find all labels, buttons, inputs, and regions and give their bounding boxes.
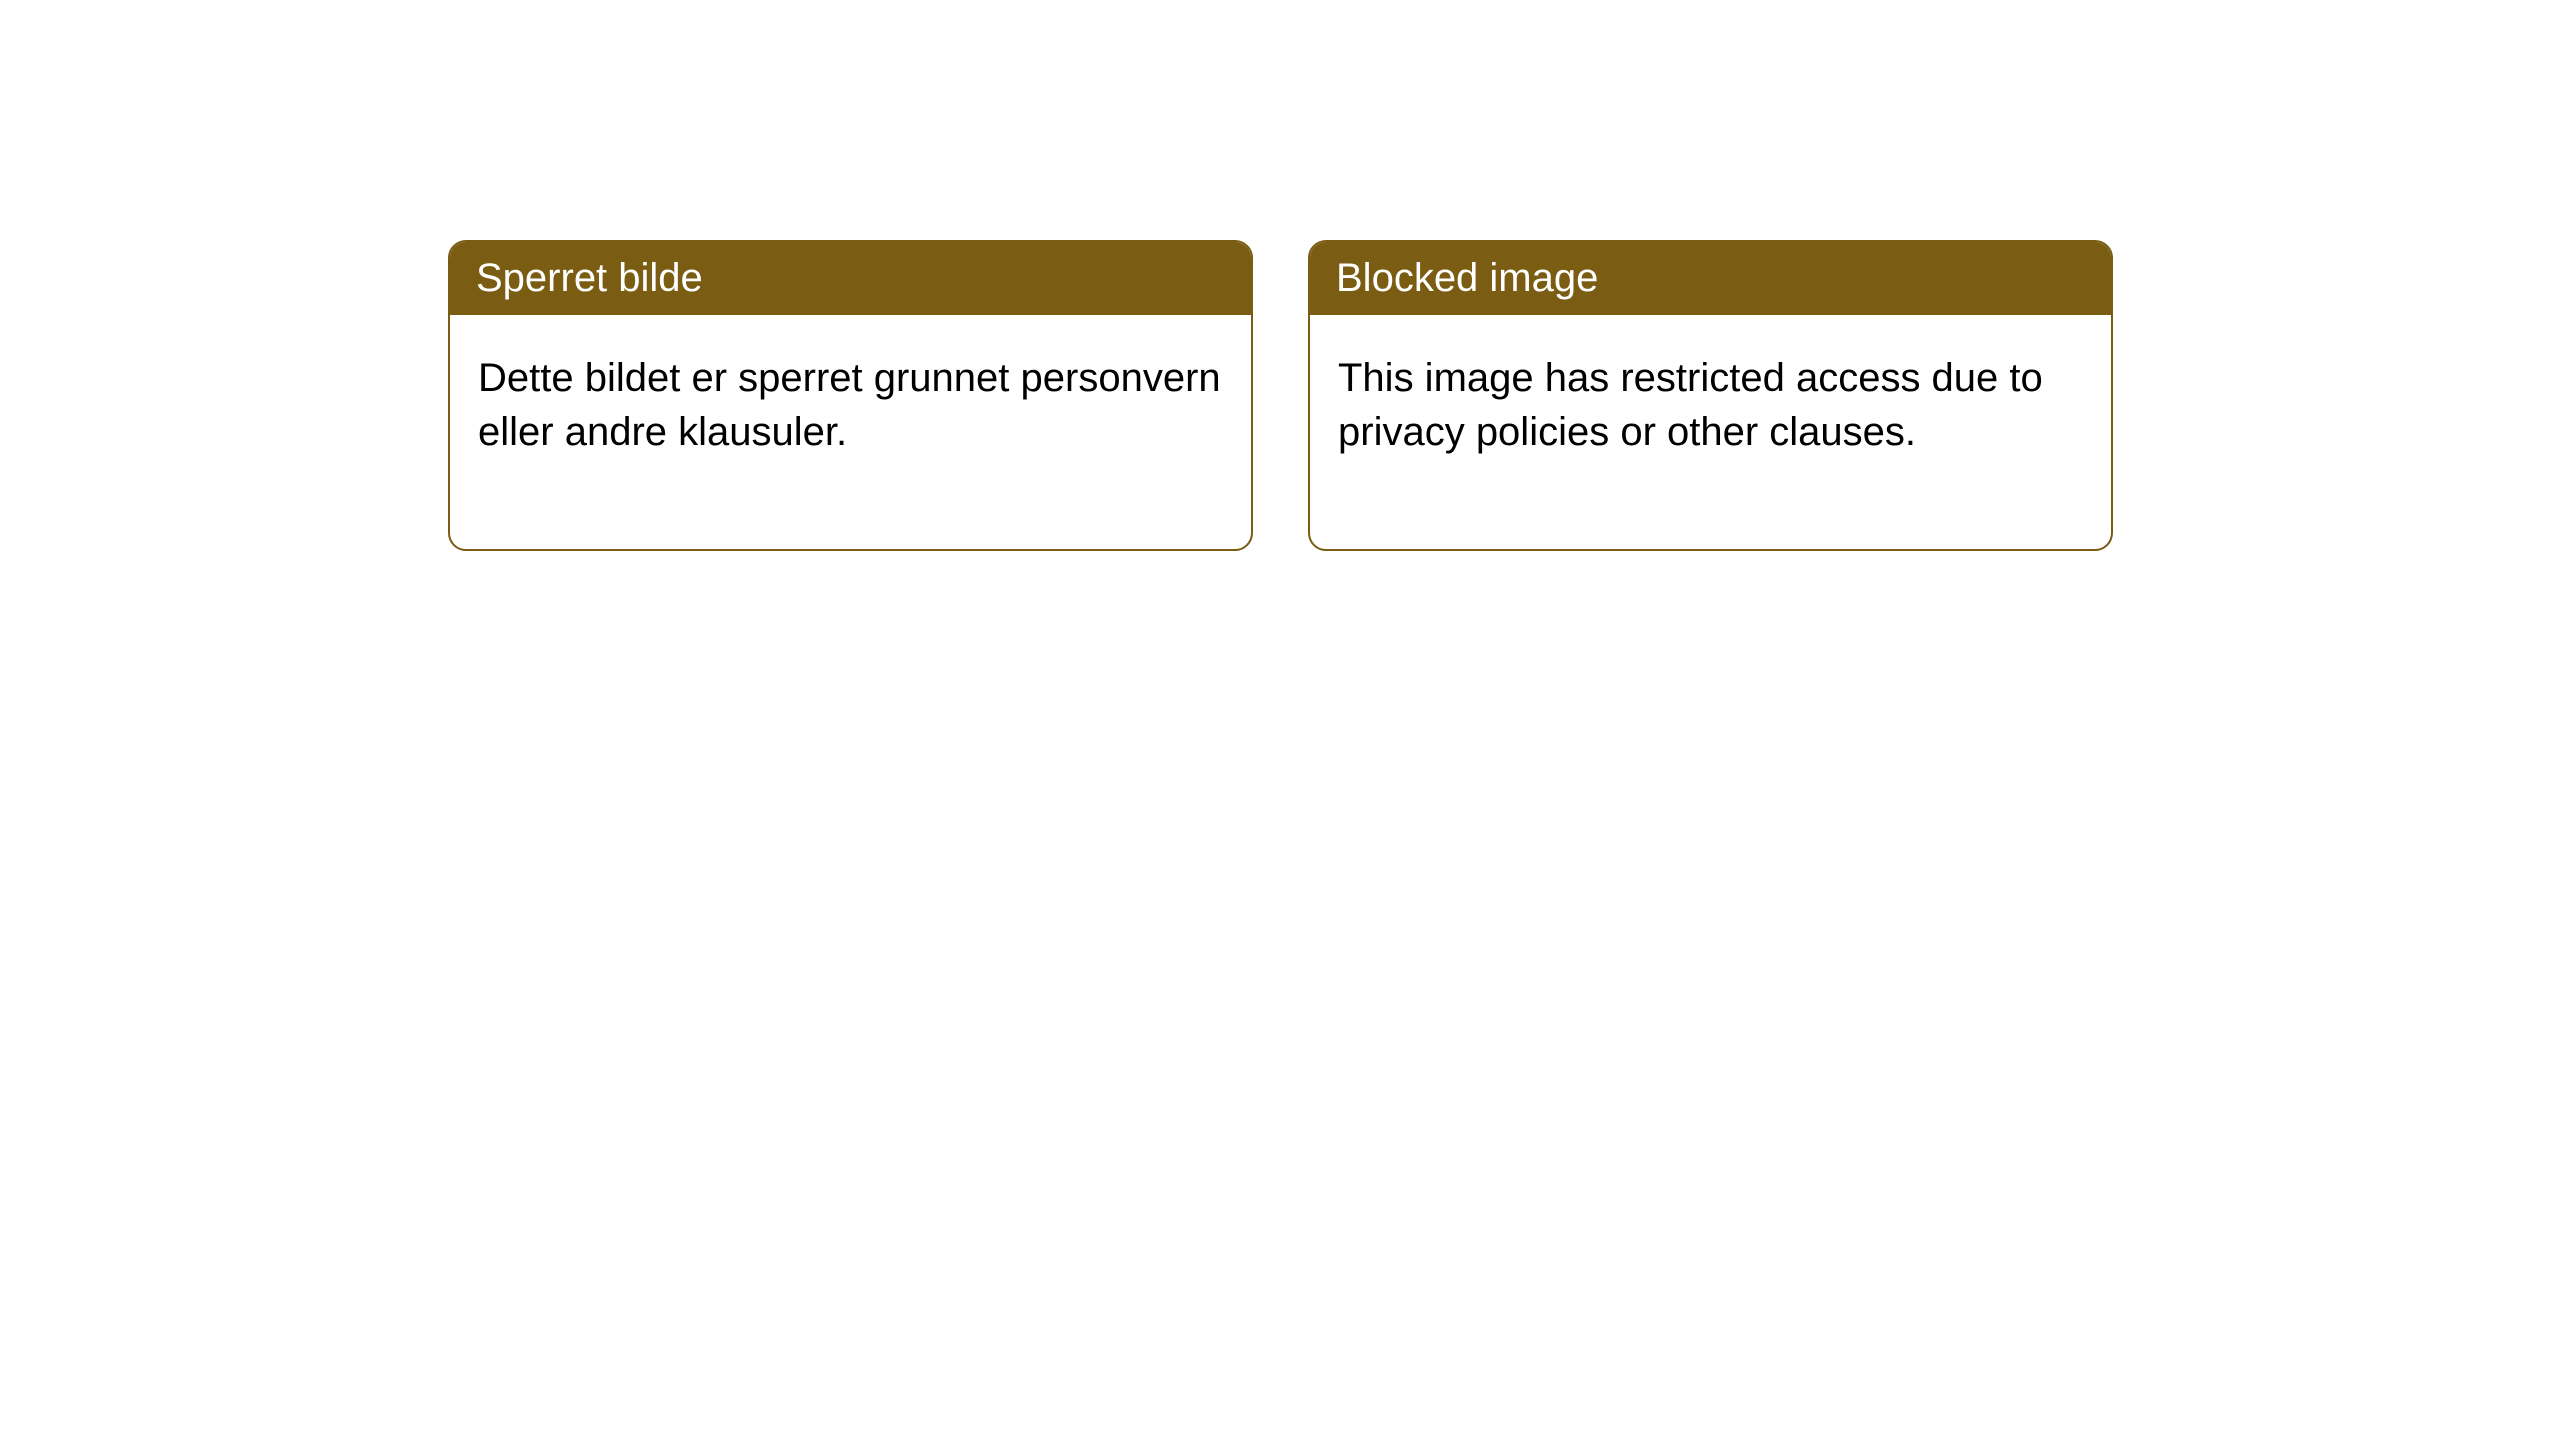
notice-card-no: Sperret bilde Dette bildet er sperret gr… xyxy=(448,240,1253,551)
notice-body: This image has restricted access due to … xyxy=(1310,315,2111,549)
notice-title: Sperret bilde xyxy=(476,256,703,300)
notice-body-text: Dette bildet er sperret grunnet personve… xyxy=(478,356,1221,454)
notice-card-en: Blocked image This image has restricted … xyxy=(1308,240,2113,551)
notice-title: Blocked image xyxy=(1336,256,1598,300)
notice-body: Dette bildet er sperret grunnet personve… xyxy=(450,315,1251,549)
notice-body-text: This image has restricted access due to … xyxy=(1338,356,2043,454)
notice-header: Blocked image xyxy=(1310,242,2111,315)
notice-header: Sperret bilde xyxy=(450,242,1251,315)
notices-container: Sperret bilde Dette bildet er sperret gr… xyxy=(448,240,2113,551)
